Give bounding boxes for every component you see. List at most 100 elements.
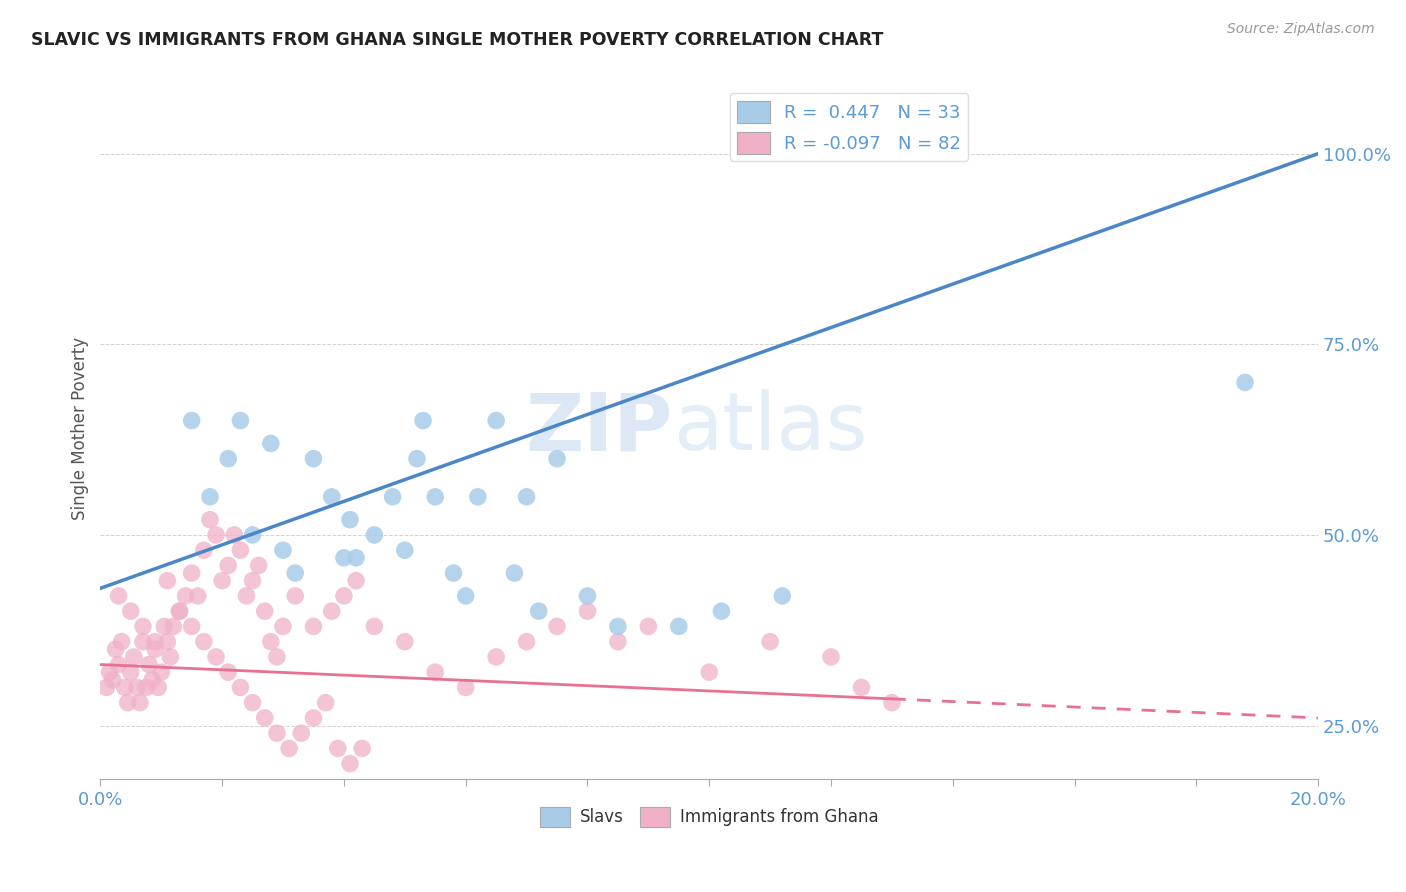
Point: [381, 490, 404, 504]
Point: [122, 649, 145, 664]
Point: [125, 681, 148, 695]
Point: [697, 665, 720, 680]
Point: [302, 451, 325, 466]
Point: [344, 574, 367, 588]
Point: [412, 413, 434, 427]
Point: [247, 558, 270, 573]
Point: [132, 634, 155, 648]
Point: [394, 634, 416, 648]
Legend: Slavs, Immigrants from Ghana: Slavs, Immigrants from Ghana: [533, 800, 886, 834]
Point: [344, 550, 367, 565]
Point: [229, 413, 252, 427]
Point: [150, 665, 173, 680]
Point: [242, 574, 264, 588]
Point: [120, 665, 142, 680]
Text: atlas: atlas: [672, 389, 868, 467]
Point: [880, 696, 903, 710]
Point: [253, 711, 276, 725]
Point: [271, 619, 294, 633]
Point: [198, 490, 221, 504]
Point: [406, 451, 429, 466]
Point: [321, 604, 343, 618]
Point: [321, 490, 343, 504]
Point: [606, 619, 628, 633]
Point: [104, 642, 127, 657]
Point: [546, 451, 568, 466]
Point: [820, 649, 842, 664]
Point: [242, 696, 264, 710]
Point: [229, 681, 252, 695]
Point: [117, 696, 139, 710]
Point: [668, 619, 690, 633]
Point: [180, 566, 202, 580]
Point: [135, 681, 157, 695]
Point: [217, 451, 239, 466]
Point: [425, 665, 447, 680]
Point: [260, 634, 283, 648]
Point: [546, 619, 568, 633]
Point: [193, 543, 215, 558]
Point: [326, 741, 349, 756]
Y-axis label: Single Mother Poverty: Single Mother Poverty: [72, 336, 89, 520]
Point: [198, 513, 221, 527]
Point: [527, 604, 550, 618]
Point: [339, 513, 361, 527]
Point: [224, 528, 246, 542]
Point: [120, 604, 142, 618]
Point: [284, 566, 307, 580]
Point: [425, 490, 447, 504]
Text: SLAVIC VS IMMIGRANTS FROM GHANA SINGLE MOTHER POVERTY CORRELATION CHART: SLAVIC VS IMMIGRANTS FROM GHANA SINGLE M…: [31, 31, 883, 49]
Point: [138, 657, 160, 672]
Point: [516, 490, 538, 504]
Point: [187, 589, 209, 603]
Point: [278, 741, 301, 756]
Point: [333, 589, 356, 603]
Point: [148, 681, 170, 695]
Point: [159, 649, 181, 664]
Point: [363, 619, 385, 633]
Point: [576, 589, 599, 603]
Point: [235, 589, 257, 603]
Point: [156, 634, 179, 648]
Point: [637, 619, 659, 633]
Point: [143, 642, 166, 657]
Point: [205, 649, 228, 664]
Point: [129, 696, 152, 710]
Point: [132, 619, 155, 633]
Point: [211, 574, 233, 588]
Point: [96, 681, 118, 695]
Point: [217, 665, 239, 680]
Point: [174, 589, 197, 603]
Point: [141, 673, 163, 687]
Point: [107, 589, 129, 603]
Text: ZIP: ZIP: [526, 389, 672, 467]
Point: [454, 681, 477, 695]
Point: [576, 604, 599, 618]
Point: [205, 528, 228, 542]
Point: [851, 681, 873, 695]
Point: [242, 528, 264, 542]
Point: [180, 619, 202, 633]
Point: [315, 696, 337, 710]
Point: [759, 634, 782, 648]
Point: [169, 604, 191, 618]
Point: [516, 634, 538, 648]
Point: [363, 528, 385, 542]
Point: [271, 543, 294, 558]
Point: [485, 413, 508, 427]
Point: [606, 634, 628, 648]
Point: [260, 436, 283, 450]
Point: [467, 490, 489, 504]
Point: [339, 756, 361, 771]
Point: [114, 681, 136, 695]
Point: [253, 604, 276, 618]
Point: [143, 634, 166, 648]
Point: [770, 589, 793, 603]
Point: [485, 649, 508, 664]
Point: [333, 550, 356, 565]
Point: [290, 726, 312, 740]
Point: [169, 604, 191, 618]
Point: [193, 634, 215, 648]
Point: [107, 657, 129, 672]
Point: [101, 673, 124, 687]
